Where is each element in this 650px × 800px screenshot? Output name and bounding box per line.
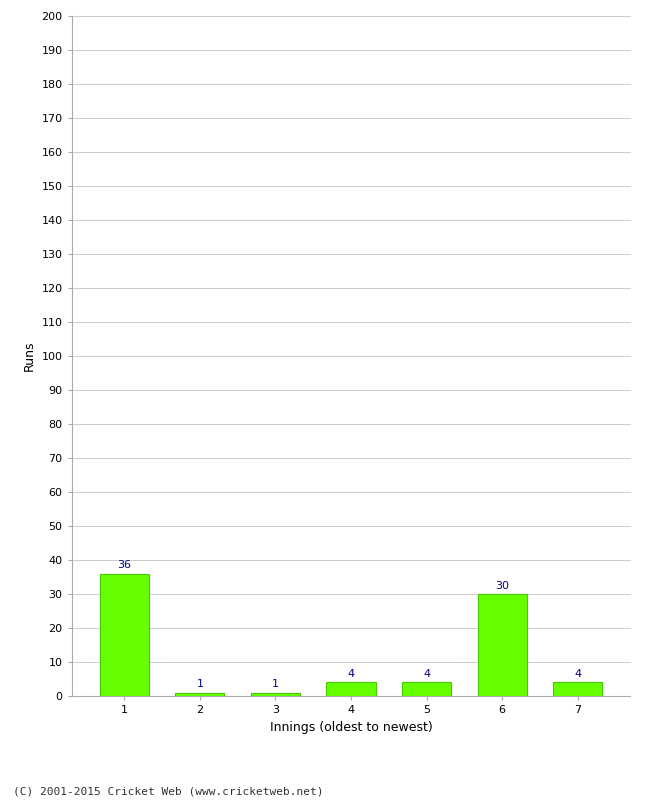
Y-axis label: Runs: Runs bbox=[23, 341, 36, 371]
Text: 4: 4 bbox=[423, 669, 430, 679]
Text: (C) 2001-2015 Cricket Web (www.cricketweb.net): (C) 2001-2015 Cricket Web (www.cricketwe… bbox=[13, 786, 324, 796]
Text: 36: 36 bbox=[118, 560, 131, 570]
Bar bbox=[100, 574, 149, 696]
Text: 4: 4 bbox=[348, 669, 354, 679]
Bar bbox=[402, 682, 451, 696]
X-axis label: Innings (oldest to newest): Innings (oldest to newest) bbox=[270, 721, 432, 734]
Text: 1: 1 bbox=[196, 679, 203, 689]
Bar bbox=[553, 682, 602, 696]
Bar bbox=[176, 693, 224, 696]
Bar bbox=[251, 693, 300, 696]
Bar bbox=[478, 594, 526, 696]
Text: 30: 30 bbox=[495, 581, 509, 590]
Bar bbox=[326, 682, 376, 696]
Text: 4: 4 bbox=[574, 669, 581, 679]
Text: 1: 1 bbox=[272, 679, 279, 689]
